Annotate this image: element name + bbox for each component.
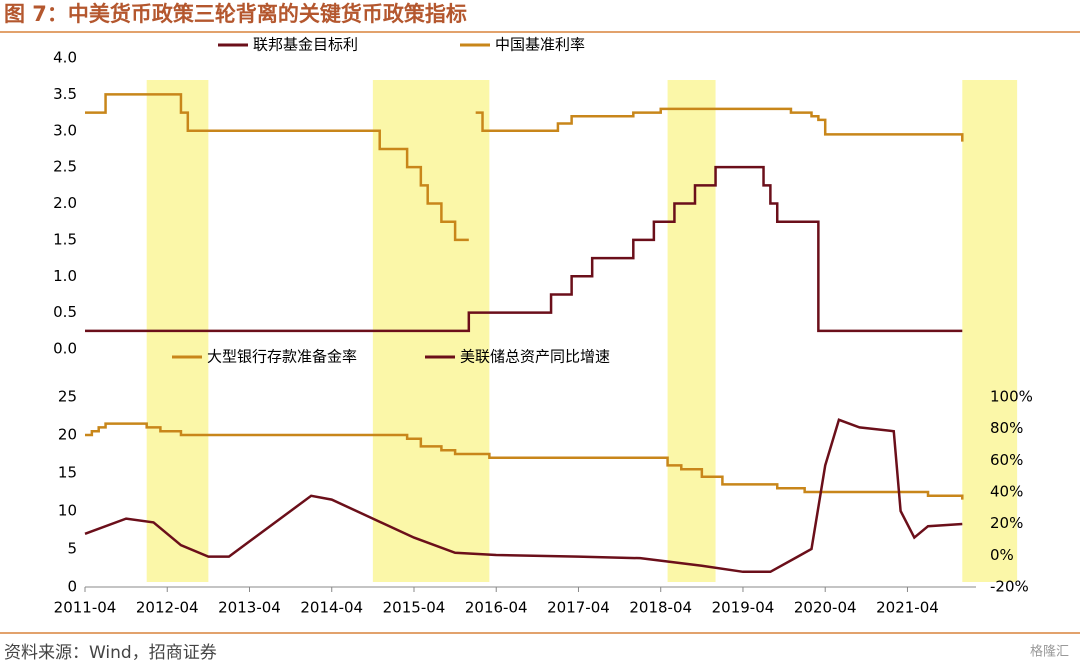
- y-tick-label: 3.0: [53, 121, 77, 139]
- legend-label: 联邦基金目标利: [253, 36, 358, 54]
- x-tick-label: 2014-04: [300, 599, 363, 617]
- y2-tick-label: 0%: [990, 546, 1014, 564]
- y-tick-label: 4.0: [53, 49, 77, 67]
- x-tick-label: 2012-04: [136, 599, 199, 617]
- source: 资料来源：Wind，招商证券: [4, 643, 217, 663]
- watermark: 格隆汇: [1030, 644, 1069, 660]
- y2-tick-label: 60%: [990, 451, 1023, 469]
- y-tick-label: 0.0: [53, 340, 77, 358]
- series-line: [85, 93, 964, 242]
- shaded-period: [962, 80, 1018, 582]
- y-tick-label: 1.0: [53, 267, 77, 285]
- x-tick-label: 2011-04: [54, 599, 117, 617]
- x-tick-label: 2015-04: [383, 599, 446, 617]
- y-tick-label: 0: [67, 578, 77, 596]
- x-tick-label: 2019-04: [712, 599, 775, 617]
- y-tick-label: 5: [67, 540, 77, 558]
- y-tick-label: 2.5: [53, 158, 77, 176]
- chart-title: 图 7：中美货币政策三轮背离的关键货币政策指标: [4, 2, 467, 26]
- legend-label: 中国基准利率: [495, 36, 585, 54]
- series-line: [85, 165, 963, 333]
- legend-label: 美联储总资产同比增速: [460, 348, 610, 366]
- x-tick-label: 2021-04: [876, 599, 939, 617]
- y2-tick-label: 80%: [990, 419, 1023, 437]
- y-tick-label: 1.5: [53, 230, 77, 248]
- series-line: [84, 418, 963, 574]
- y-tick-label: 15: [58, 464, 77, 482]
- y2-tick-label: 100%: [990, 388, 1033, 406]
- y-tick-label: 25: [58, 388, 77, 406]
- y2-tick-label: 40%: [990, 483, 1023, 501]
- y-tick-label: 20: [58, 426, 77, 444]
- y-tick-label: 3.5: [53, 85, 77, 103]
- y-tick-label: 2.0: [53, 194, 77, 212]
- y-tick-label: 10: [58, 502, 77, 520]
- shaded-period: [667, 80, 716, 582]
- x-tick-label: 2013-04: [218, 599, 281, 617]
- series-line: [85, 422, 964, 500]
- x-tick-label: 2016-04: [465, 599, 528, 617]
- y-tick-label: 0.5: [53, 303, 77, 321]
- x-tick-label: 2017-04: [547, 599, 610, 617]
- x-tick-label: 2018-04: [629, 599, 692, 617]
- y2-tick-label: 20%: [990, 514, 1023, 532]
- x-tick-label: 2020-04: [794, 599, 857, 617]
- y2-tick-label: -20%: [990, 578, 1029, 596]
- legend-label: 大型银行存款准备金率: [207, 348, 357, 366]
